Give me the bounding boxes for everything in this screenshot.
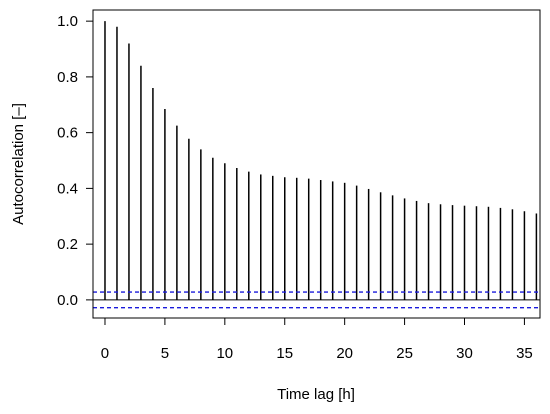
y-tick-label-1: 1.0 [57,13,78,30]
y-tick-label-0.4: 0.4 [57,180,78,197]
x-tick-label-5: 5 [161,345,169,362]
y-tick-label-0.6: 0.6 [57,125,78,142]
stem-series [104,21,538,300]
reference-lines [93,291,540,309]
y-axis: 0.0 0.2 0.4 0.6 0.8 1.0 [57,13,93,309]
x-tick-label-30: 30 [456,345,473,362]
y-axis-label: Autocorrelation [–] [10,103,27,225]
x-axis-label: Time lag [h] [277,386,355,403]
plot-frame [92,9,541,319]
y-tick-label-0.8: 0.8 [57,69,78,86]
x-tick-label-35: 35 [516,345,533,362]
x-tick-label-10: 10 [216,345,233,362]
x-tick-label-20: 20 [336,345,353,362]
x-tick-label-15: 15 [276,345,293,362]
y-tick-label-0: 0.0 [57,292,78,309]
y-tick-label-0.2: 0.2 [57,236,78,253]
x-tick-label-0: 0 [101,345,109,362]
x-axis: 0 5 10 15 20 25 30 35 [101,318,533,362]
x-tick-label-25: 25 [396,345,413,362]
